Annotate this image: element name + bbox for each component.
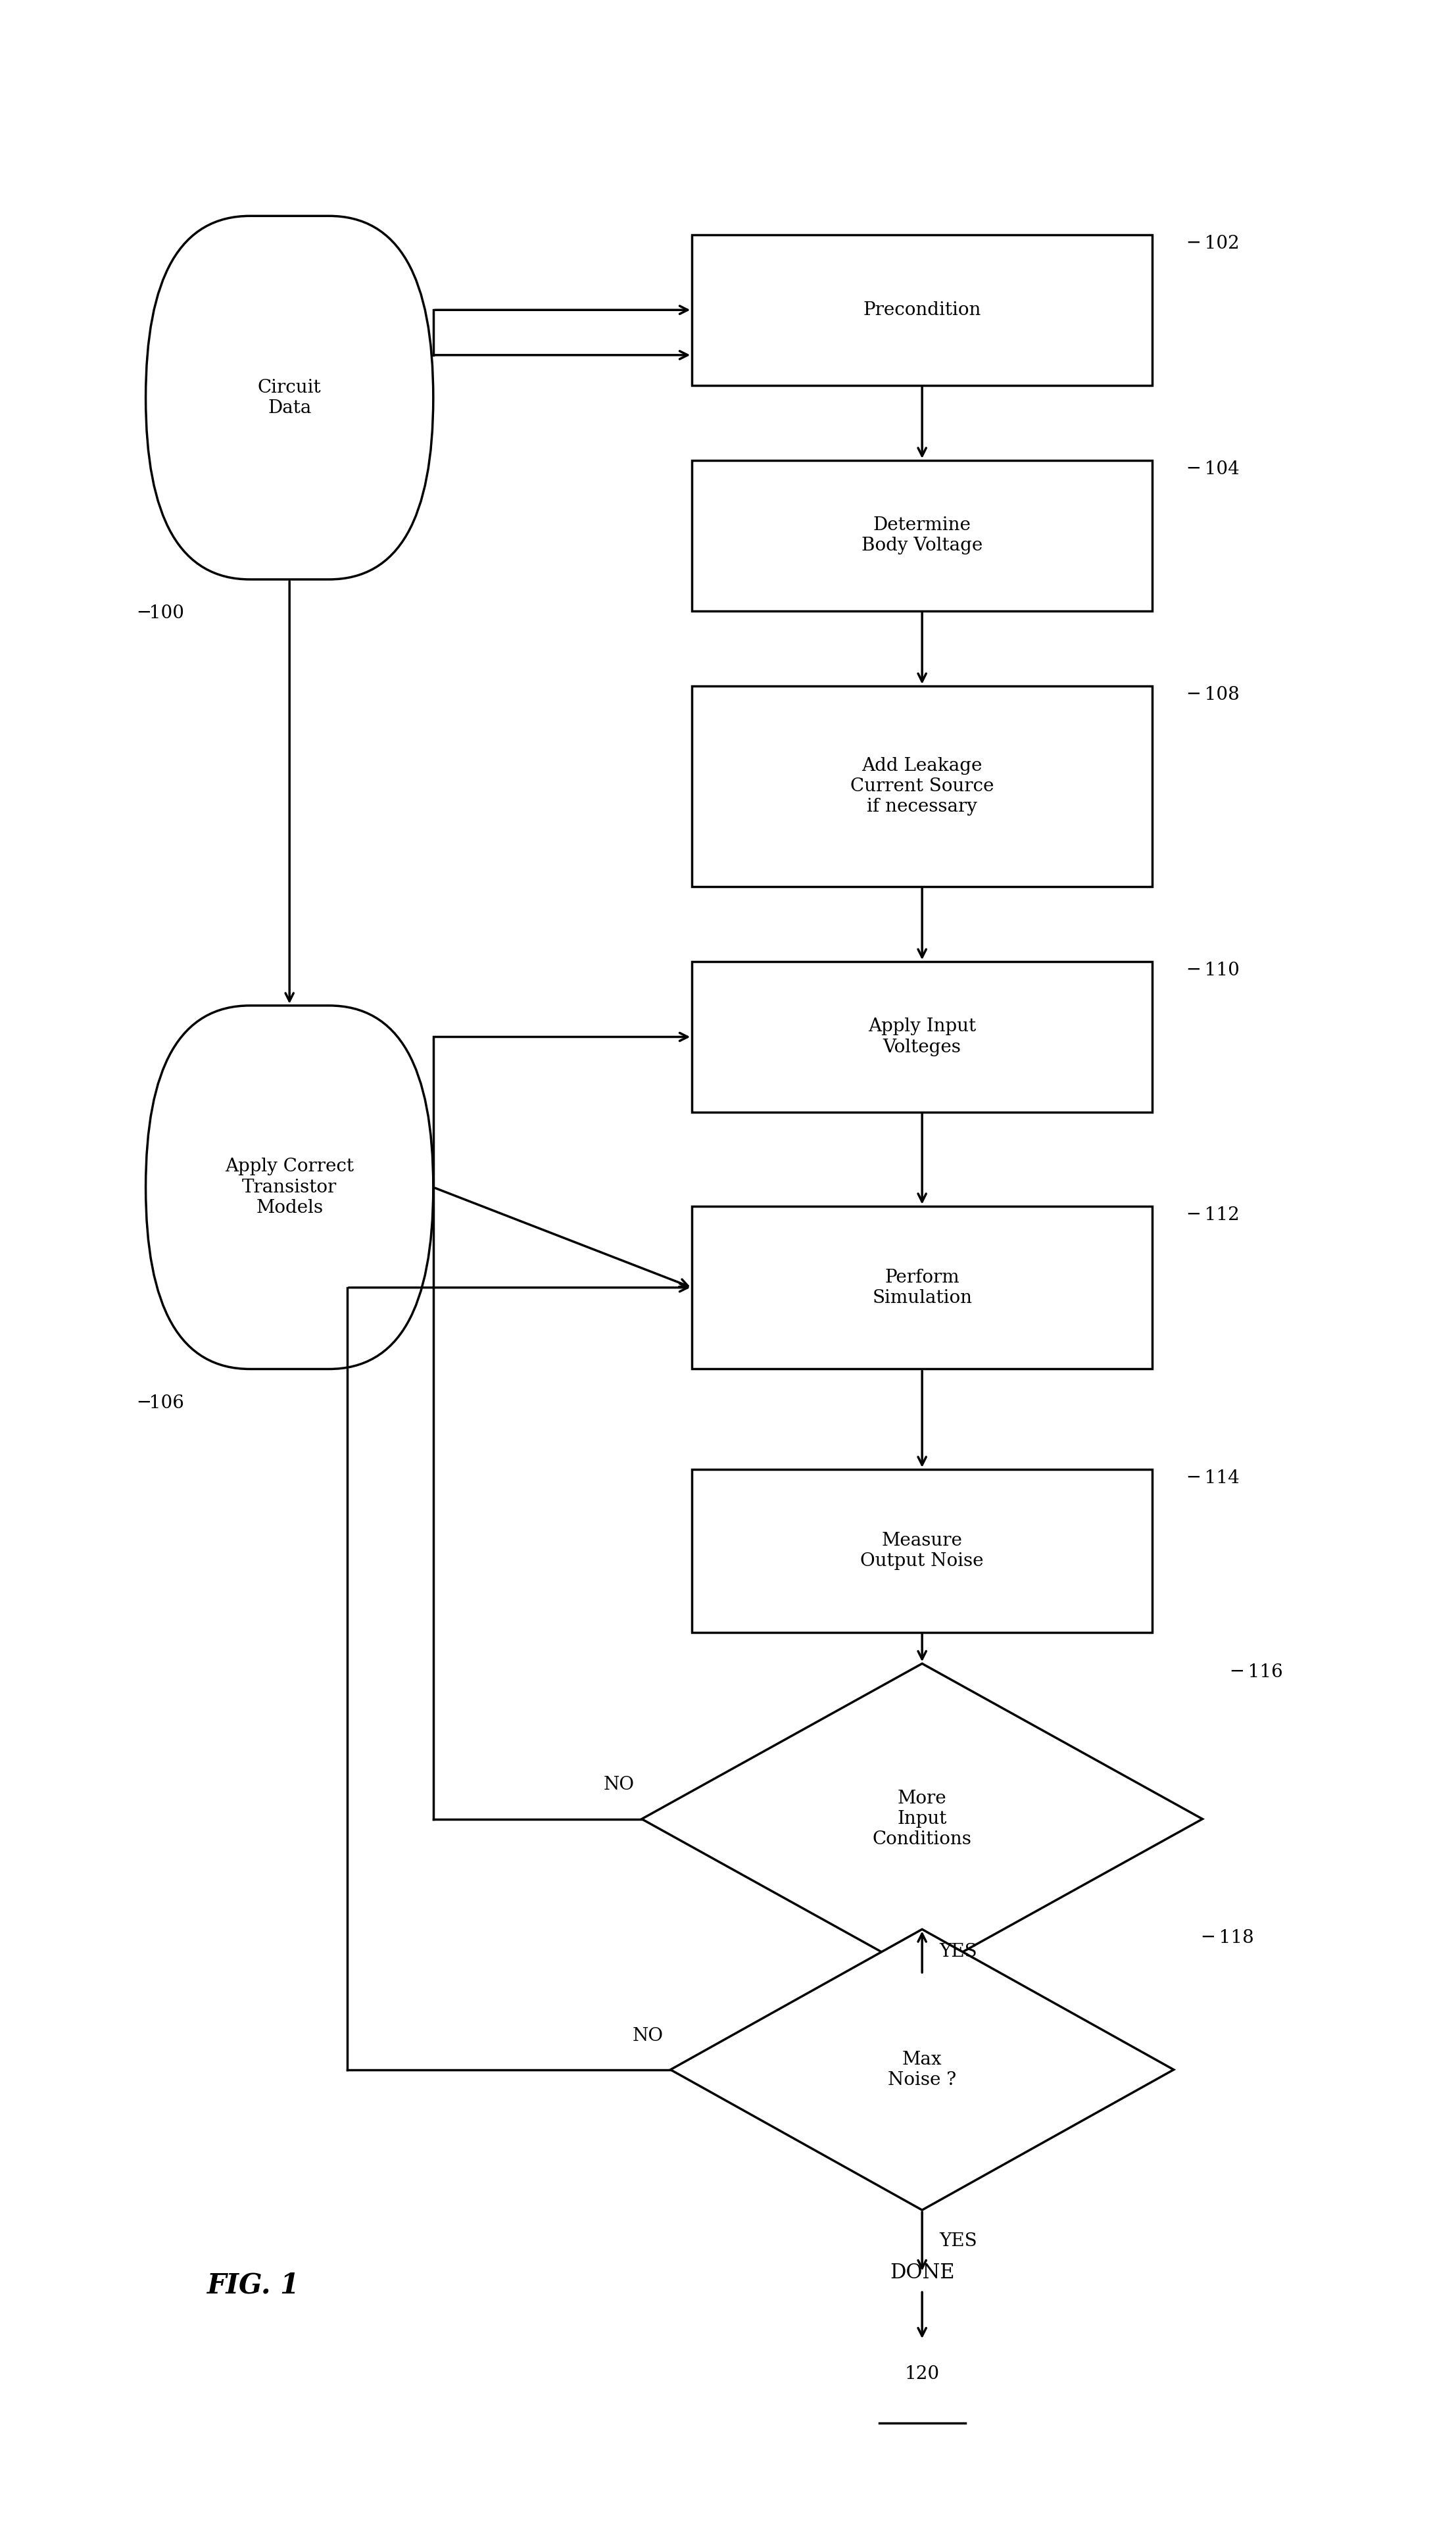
FancyBboxPatch shape	[692, 235, 1152, 386]
Text: Max
Noise ?: Max Noise ?	[888, 2050, 957, 2088]
Text: ─ 112: ─ 112	[1188, 1207, 1241, 1225]
Text: ─ 108: ─ 108	[1188, 687, 1241, 704]
Text: YES: YES	[939, 1942, 977, 1962]
Text: ─100: ─100	[138, 603, 185, 621]
Text: ─ 116: ─ 116	[1232, 1664, 1283, 1682]
Text: Precondition: Precondition	[863, 300, 981, 318]
Text: ─ 102: ─ 102	[1188, 235, 1241, 253]
FancyBboxPatch shape	[692, 1470, 1152, 1631]
Text: ─ 104: ─ 104	[1188, 460, 1241, 477]
Text: FIG. 1: FIG. 1	[207, 2272, 300, 2300]
Text: NO: NO	[632, 2028, 664, 2045]
Text: Apply Input
Volteges: Apply Input Volteges	[868, 1018, 976, 1055]
Text: Add Leakage
Current Source
if necessary: Add Leakage Current Source if necessary	[850, 758, 994, 816]
Text: Measure
Output Noise: Measure Output Noise	[860, 1533, 984, 1571]
Polygon shape	[642, 1664, 1203, 1975]
Text: 120: 120	[904, 2366, 939, 2384]
Text: ─ 118: ─ 118	[1203, 1929, 1254, 1947]
FancyBboxPatch shape	[692, 460, 1152, 611]
Text: ─106: ─106	[138, 1394, 185, 1411]
Text: Perform
Simulation: Perform Simulation	[872, 1268, 973, 1308]
Text: More
Input
Conditions: More Input Conditions	[872, 1790, 971, 1848]
Polygon shape	[671, 1929, 1174, 2209]
Text: Determine
Body Voltage: Determine Body Voltage	[862, 518, 983, 556]
Text: DONE: DONE	[890, 2262, 955, 2283]
Text: ─ 110: ─ 110	[1188, 962, 1241, 980]
Text: ─ 114: ─ 114	[1188, 1470, 1241, 1487]
FancyBboxPatch shape	[692, 962, 1152, 1111]
Text: Apply Correct
Transistor
Models: Apply Correct Transistor Models	[226, 1159, 354, 1217]
Text: NO: NO	[604, 1775, 635, 1793]
FancyBboxPatch shape	[146, 217, 434, 578]
Text: Circuit
Data: Circuit Data	[258, 379, 322, 417]
Text: YES: YES	[939, 2232, 977, 2250]
FancyBboxPatch shape	[146, 1005, 434, 1369]
FancyBboxPatch shape	[692, 687, 1152, 886]
FancyBboxPatch shape	[692, 1207, 1152, 1369]
